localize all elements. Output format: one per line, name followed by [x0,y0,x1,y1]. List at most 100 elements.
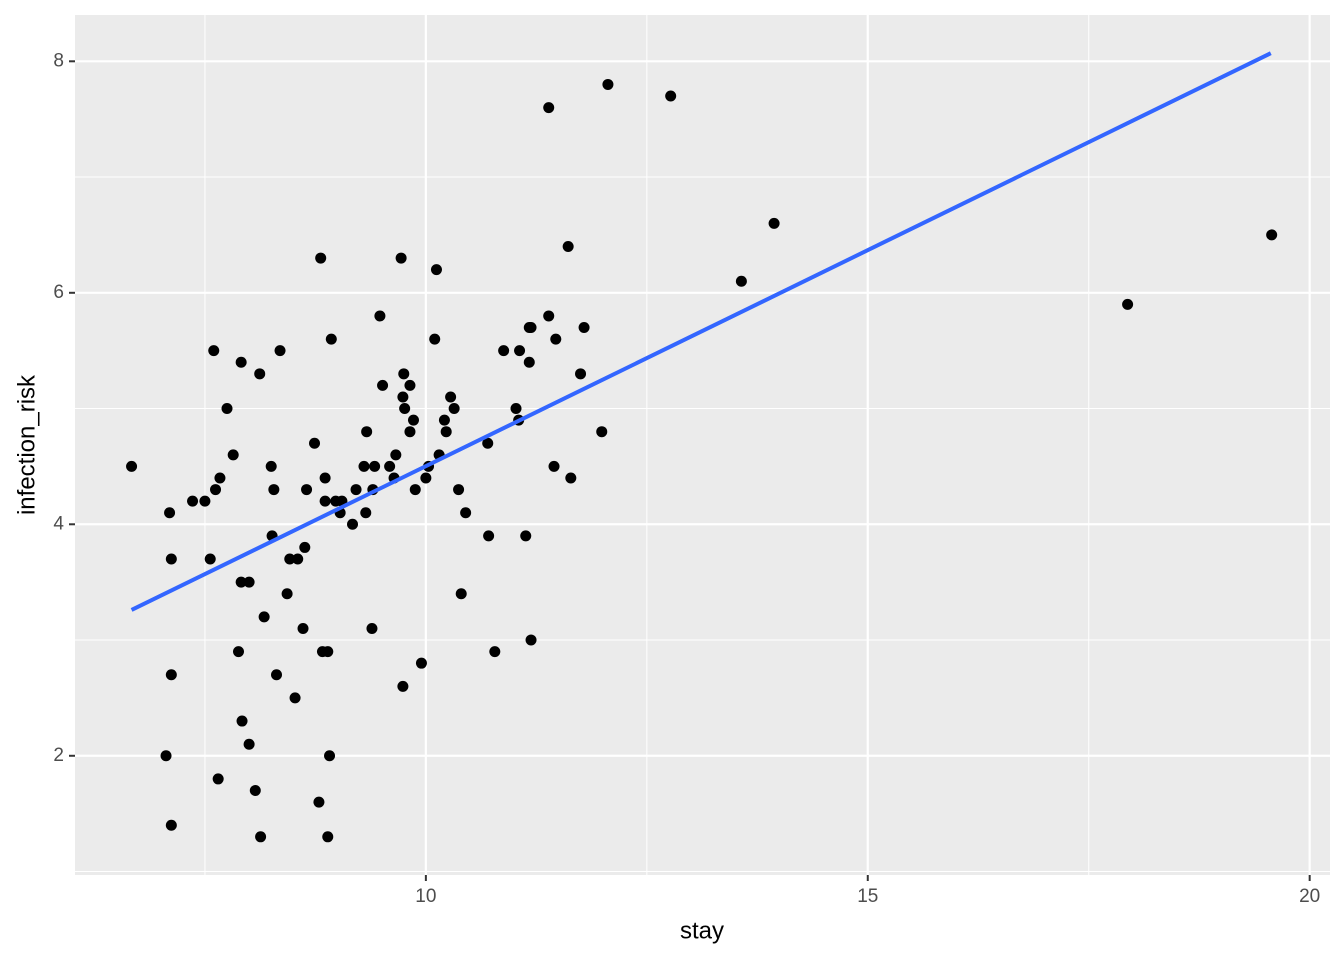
point [395,252,407,264]
point [523,356,535,368]
point [548,460,560,472]
point [525,322,537,334]
point [199,495,211,507]
y-tick-label: 8 [53,50,64,71]
point [347,518,359,530]
point [361,426,373,438]
point [543,102,555,114]
point [397,391,409,403]
point [448,403,460,415]
point [440,426,452,438]
point [204,553,216,565]
point [315,252,327,264]
point [325,333,337,345]
point [578,322,590,334]
point [243,576,255,588]
point [1122,298,1134,310]
point [281,588,293,600]
point [358,460,370,472]
point [369,460,381,472]
point [324,750,336,762]
point [565,472,577,484]
point [390,449,402,461]
point [768,217,780,229]
point [460,507,472,519]
point [309,437,321,449]
point [255,831,267,843]
point [233,646,245,658]
y-tick-label: 6 [53,282,64,303]
point [313,796,325,808]
x-tick-label: 10 [415,886,436,907]
point [301,484,313,496]
point [322,646,334,658]
point [407,414,419,426]
point [164,507,176,519]
point [258,611,270,623]
point [455,588,467,600]
point [430,264,442,276]
point [284,553,296,565]
point [319,472,331,484]
point [550,333,562,345]
point [268,484,280,496]
point [404,379,416,391]
point [212,773,224,785]
point [453,484,465,496]
point [399,403,411,415]
point [210,484,222,496]
point [489,646,501,658]
point [397,680,409,692]
point [525,634,537,646]
point [322,831,334,843]
point [297,622,309,634]
point [520,530,532,542]
x-tick-label: 15 [857,886,878,907]
y-tick-label: 2 [53,745,64,766]
point [208,345,220,357]
point [235,576,247,588]
point [575,368,587,380]
point [398,368,410,380]
point [187,495,199,507]
fit-line [130,51,1272,612]
panel [75,15,1330,875]
point [1266,229,1278,241]
point [543,310,555,322]
point [602,78,614,90]
point [299,541,311,553]
point [514,345,526,357]
point [366,622,378,634]
point [596,426,608,438]
point [292,553,304,565]
point [236,715,248,727]
y-axis-title: infection_risk [13,374,40,515]
point [415,657,427,669]
point [665,90,677,102]
point [271,669,283,681]
point [374,310,386,322]
point [735,275,747,287]
point [445,391,457,403]
point [289,692,301,704]
point [360,507,372,519]
point [404,426,416,438]
point [377,379,389,391]
y-tick-label: 4 [53,513,64,534]
point [265,460,277,472]
point [409,484,421,496]
point [429,333,441,345]
point [483,530,495,542]
point [126,460,138,472]
point [235,356,247,368]
point [221,403,233,415]
point [214,472,226,484]
point [510,403,522,415]
point [165,553,177,565]
point [160,750,172,762]
point [249,785,261,797]
point [438,414,450,426]
point [243,738,255,750]
point [165,669,177,681]
